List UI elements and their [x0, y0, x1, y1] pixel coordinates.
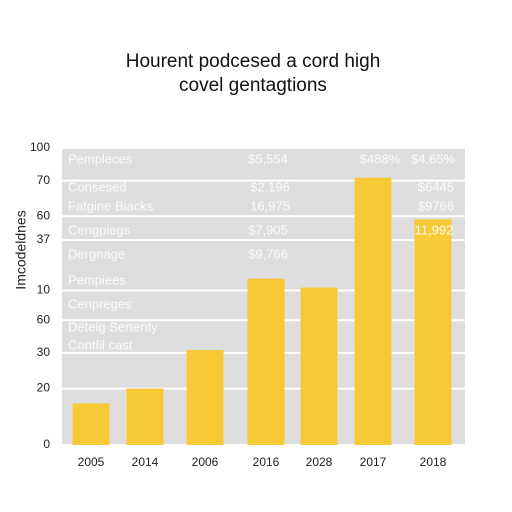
y-tick-label: 60	[37, 208, 51, 222]
x-tick-label: 2016	[253, 455, 280, 469]
bar	[300, 287, 338, 445]
bar	[186, 349, 224, 445]
x-tick-label: 2018	[420, 455, 447, 469]
annotation: Cengpiegs	[68, 222, 131, 237]
y-tick-label: 100	[30, 140, 50, 154]
annotation: $9766	[418, 198, 454, 213]
bar	[126, 388, 164, 445]
chart-title: Hourent podcesed a cord high	[126, 51, 381, 72]
annotation: 11,992	[415, 222, 454, 237]
x-tick-label: 2028	[306, 455, 333, 469]
bar	[72, 403, 110, 445]
annotation: Consesed	[68, 179, 127, 194]
annotation: $9,766	[248, 246, 288, 261]
annotation: Cenpreges	[68, 296, 132, 311]
x-tick-label: 2014	[132, 455, 159, 469]
annotation: Pempiees	[68, 272, 126, 287]
annotation: Contfil cast	[68, 337, 133, 352]
annotation: $2,196	[250, 179, 290, 194]
y-tick-label: 70	[37, 173, 51, 187]
annotation: 16,975	[250, 198, 290, 213]
bar	[247, 278, 285, 445]
chart-subtitle: covel gentagtions	[179, 75, 327, 96]
annotation: $4.65%	[411, 151, 456, 166]
bar	[414, 219, 452, 445]
annotation: $6445	[418, 179, 454, 194]
y-tick-label: 30	[37, 345, 51, 359]
y-tick-label: 20	[37, 381, 51, 395]
x-tick-label: 2005	[78, 455, 105, 469]
annotation: Fatgine Biacks	[68, 198, 154, 213]
annotation: Pempleces	[68, 151, 133, 166]
x-tick-label: 2006	[192, 455, 219, 469]
y-tick-label: 37	[37, 232, 51, 246]
y-tick-label: 60	[37, 312, 51, 326]
y-axis-label: Imcodeldnes	[13, 210, 29, 289]
annotation: $488%	[360, 151, 401, 166]
annotation: $7,905	[248, 222, 288, 237]
y-tick-label: 10	[37, 283, 51, 297]
annotation: $5,554	[248, 151, 288, 166]
y-tick-label: 0	[43, 437, 50, 451]
annotations: Pempleces Consesed Fatgine Biacks Cengpi…	[68, 151, 455, 352]
x-tick-label: 2017	[360, 455, 387, 469]
annotation: Dergnage	[68, 246, 125, 261]
annotation: Deteig Sertenty	[68, 319, 158, 334]
bars	[72, 177, 452, 445]
bar	[354, 177, 392, 445]
